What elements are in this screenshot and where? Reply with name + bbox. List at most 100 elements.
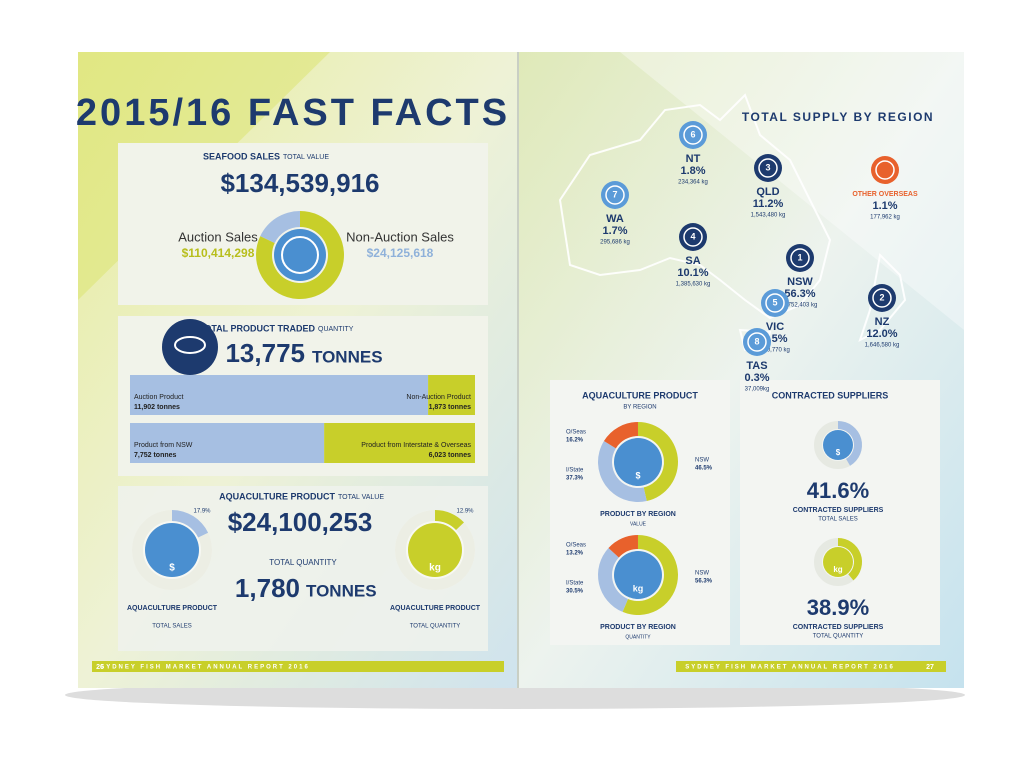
label: 56.3% <box>695 579 713 585</box>
label: 17.9% <box>193 509 211 515</box>
label: 0.3% <box>744 372 769 384</box>
label: 1,385,630 kg <box>676 282 711 288</box>
label: TONNES <box>312 347 383 366</box>
label: Auction Sales <box>178 229 258 244</box>
label: O/Seas <box>566 430 586 436</box>
label: TOTAL QUANTITY <box>269 558 337 567</box>
region-marker <box>601 181 629 209</box>
label: kg <box>633 583 644 593</box>
bar-segment <box>324 423 475 463</box>
icon <box>823 547 853 577</box>
label: 1.1% <box>872 200 897 212</box>
label: O/Seas <box>566 543 586 549</box>
label: TONNES <box>306 581 377 600</box>
label: 56.3% <box>784 288 815 300</box>
label: AQUACULTURE PRODUCT <box>219 491 335 501</box>
donut-segment <box>256 211 345 299</box>
donut-segment <box>598 547 628 612</box>
icon <box>823 430 853 460</box>
label: 5 <box>772 297 777 307</box>
label: $134,539,916 <box>220 168 379 198</box>
region-marker <box>871 156 899 184</box>
label: $ <box>836 448 841 457</box>
donut-segment <box>838 538 862 581</box>
region-marker <box>872 288 892 308</box>
label: 177,962 kg <box>870 215 900 221</box>
icon <box>145 523 199 577</box>
label: TOTAL PRODUCT TRADED <box>199 323 315 333</box>
label: VALUE <box>630 521 647 527</box>
label: 10.1% <box>677 267 708 279</box>
label: SEAFOOD SALES <box>203 151 280 161</box>
donut-segment <box>260 211 300 243</box>
label: $24,100,253 <box>228 507 373 537</box>
label: Product from Interstate & Overseas <box>361 442 471 449</box>
region-marker <box>786 244 814 272</box>
label: TOTAL SALES <box>818 517 858 523</box>
label: 7,752,403 kg <box>783 303 818 309</box>
region-marker <box>679 223 707 251</box>
fish-icon <box>162 319 218 375</box>
label: QUANTITY <box>625 634 651 640</box>
label: PRODUCT BY REGION <box>600 624 676 631</box>
label: 16.2% <box>566 438 584 444</box>
label: BY REGION <box>623 405 656 411</box>
icon <box>281 236 319 274</box>
region-marker <box>683 227 703 247</box>
region-marker <box>605 185 625 205</box>
label: Non-Auction Product <box>406 394 471 401</box>
label: TOTAL VALUE <box>338 494 384 501</box>
donut-segment <box>838 421 863 466</box>
label: 1,780 <box>235 573 300 603</box>
label: 11,902 tonnes <box>134 404 180 411</box>
donut-segment <box>603 422 638 449</box>
icon <box>614 438 662 486</box>
label: 760,770 kg <box>760 348 790 354</box>
donut-segment <box>608 535 638 558</box>
label: 37,009kg <box>745 387 770 393</box>
label: 38.9% <box>807 595 869 620</box>
fish-icon <box>174 336 206 354</box>
label: $24,125,618 <box>367 246 434 260</box>
label: 37.3% <box>566 476 584 482</box>
label: AQUACULTURE PRODUCT <box>127 605 218 612</box>
label: CONTRACTED SUPPLIERS <box>793 624 884 631</box>
label: I/State <box>566 581 584 587</box>
label: 11.2% <box>753 198 784 210</box>
bar-segment <box>428 375 475 415</box>
label: Auction Product <box>134 394 183 401</box>
label: Product from NSW <box>134 442 193 449</box>
label: TOTAL QUANTITY <box>410 624 461 630</box>
label: NSW <box>787 276 813 288</box>
label: 1 <box>797 252 802 262</box>
label: TOTAL QUANTITY <box>813 634 864 640</box>
region-marker <box>683 125 703 145</box>
page-title: 2015/16 FAST FACTS <box>76 92 510 134</box>
label: QUANTITY <box>318 326 354 333</box>
label: SA <box>685 255 700 267</box>
label: 7 <box>612 189 617 199</box>
label: 27 <box>926 664 934 671</box>
region-marker <box>761 289 789 317</box>
label: CONTRACTED SUPPLIERS <box>772 390 889 400</box>
label: 7,752 tonnes <box>134 452 177 459</box>
label: NZ <box>875 316 890 328</box>
label: TOTAL SALES <box>152 624 192 630</box>
label: 234,364 kg <box>678 180 708 186</box>
donut-segment <box>597 440 647 502</box>
label: kg <box>833 565 842 574</box>
label: 1,873 tonnes <box>429 404 472 411</box>
region-marker <box>765 293 785 313</box>
label: NT <box>686 153 701 165</box>
donut-segment <box>435 510 464 531</box>
label: 1,646,580 kg <box>865 343 900 349</box>
label: 6 <box>690 129 695 139</box>
label: VIC <box>766 321 784 333</box>
label: 26 <box>96 664 104 671</box>
icon <box>614 551 662 599</box>
region-marker <box>747 332 767 352</box>
icon <box>408 523 462 577</box>
label: QLD <box>756 186 779 198</box>
label: 3 <box>765 162 770 172</box>
label: kg <box>429 563 441 574</box>
